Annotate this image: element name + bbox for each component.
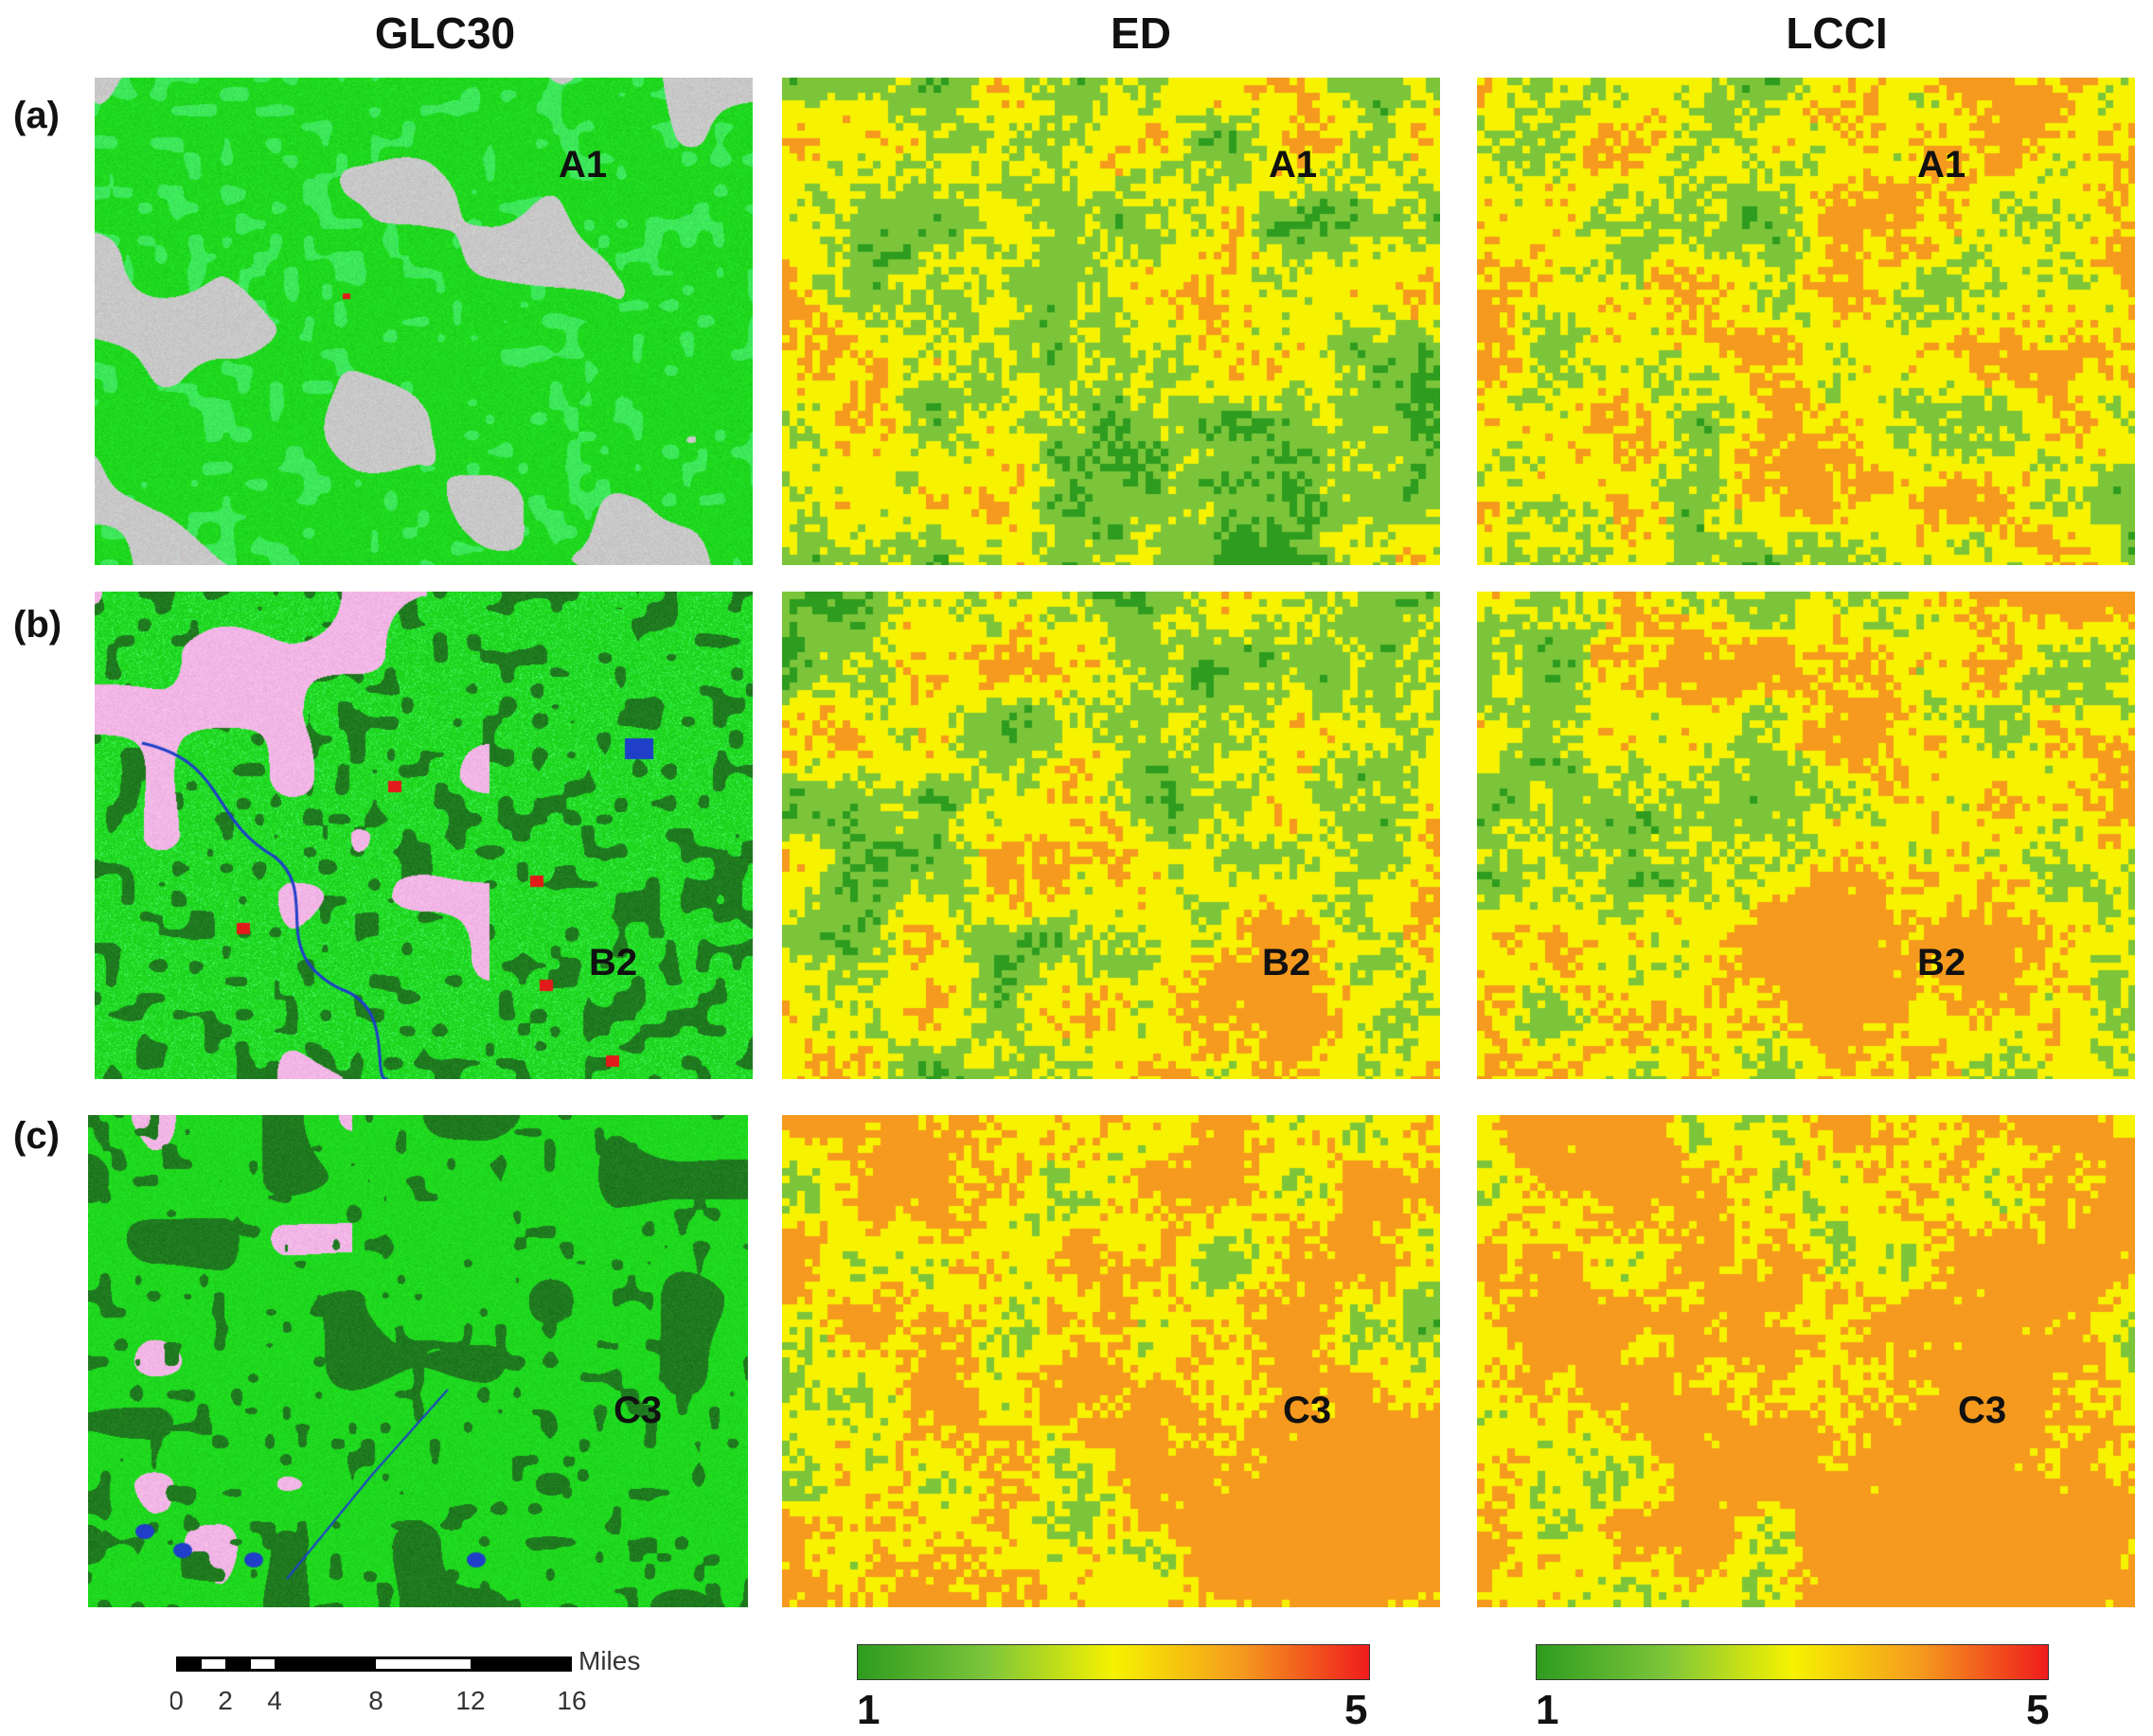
- row-label-b: (b): [13, 604, 62, 646]
- region-label-c3-glc30: C3: [614, 1390, 663, 1431]
- scale-tick-4: 4: [267, 1686, 282, 1715]
- region-label-a1-ed: A1: [1269, 144, 1318, 186]
- region-label-b2-glc30: B2: [589, 942, 638, 983]
- row-label-c: (c): [13, 1115, 60, 1157]
- column-title-ed: ED: [1111, 9, 1171, 58]
- row-label-a: (a): [13, 95, 60, 136]
- colorbar-lcci: [1536, 1644, 2049, 1680]
- scale-tick-16: 16: [557, 1686, 586, 1715]
- scale-tick-2: 2: [218, 1686, 233, 1715]
- scale-bar-graphic: Miles 0 2 4 8 12 16: [169, 1646, 640, 1715]
- column-title-lcci: LCCI: [1786, 9, 1888, 58]
- colorbar-lcci-min: 1: [1536, 1687, 1559, 1733]
- scale-tick-12: 12: [455, 1686, 485, 1715]
- map-glc30-a: [95, 78, 753, 565]
- colorbar-ed: [857, 1644, 1370, 1680]
- scale-tick-8: 8: [368, 1686, 383, 1715]
- map-lcci-c: [1477, 1115, 2135, 1607]
- region-label-c3-ed: C3: [1283, 1390, 1332, 1431]
- colorbar-ed-max: 5: [1344, 1687, 1368, 1733]
- region-label-c3-lcci: C3: [1958, 1390, 2007, 1431]
- map-ed-b: [782, 592, 1440, 1079]
- region-label-b2-lcci: B2: [1917, 942, 1966, 983]
- colorbar-ed-min: 1: [857, 1687, 881, 1733]
- map-ed-a: [782, 78, 1440, 565]
- region-label-a1-lcci: A1: [1917, 144, 1966, 186]
- region-label-a1-glc30: A1: [559, 144, 608, 186]
- scale-tick-0: 0: [170, 1686, 184, 1715]
- map-lcci-b: [1477, 592, 2135, 1079]
- map-ed-c: [782, 1115, 1440, 1607]
- region-label-b2-ed: B2: [1262, 942, 1311, 983]
- map-glc30-c: [88, 1115, 748, 1607]
- map-glc30-b: [95, 592, 753, 1079]
- column-title-glc30: GLC30: [374, 9, 516, 58]
- scale-bar: Miles 0 2 4 8 12 16: [169, 1646, 644, 1723]
- map-lcci-a: [1477, 78, 2135, 565]
- scale-unit: Miles: [578, 1647, 640, 1675]
- colorbar-lcci-max: 5: [2026, 1687, 2050, 1733]
